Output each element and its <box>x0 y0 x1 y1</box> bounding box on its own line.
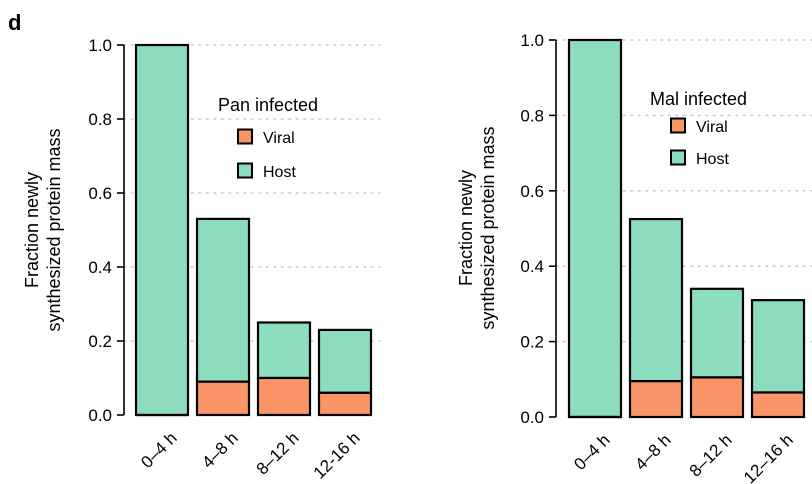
y-tick-label: 0.6 <box>88 184 112 203</box>
y-tick-label: 0.4 <box>88 258 112 277</box>
y-tick-label: 0.8 <box>88 110 112 129</box>
legend-swatch-viral <box>670 117 686 134</box>
legend-swatch-viral <box>237 128 253 145</box>
x-category-label: 4–8 h <box>198 428 242 472</box>
legend-title: Mal infected <box>650 89 747 109</box>
y-tick-label: 0.6 <box>520 182 544 201</box>
y-axis-label-line-2: synthesized protein mass <box>478 126 498 329</box>
y-tick-label: 1.0 <box>520 31 544 50</box>
y-tick-label: 0.0 <box>88 406 112 425</box>
x-category-label: 12–16 h <box>740 430 797 484</box>
y-tick-label: 0.4 <box>520 257 544 276</box>
bar-host <box>134 43 190 417</box>
bar-host <box>195 217 251 383</box>
legend-title: Pan infected <box>218 95 318 115</box>
legend-swatch-host <box>670 149 686 166</box>
legend-label-viral: Viral <box>263 130 295 147</box>
bar-host <box>256 321 312 380</box>
legend-label-host: Host <box>696 151 729 168</box>
bar-viral <box>195 380 251 417</box>
chart-pan-infected: 0.0 0.2 0.4 0.6 0.8 1.0 Fraction newly synthesi… <box>22 36 381 483</box>
y-axis-label-line-2: synthesized protein mass <box>44 128 64 331</box>
bar-viral <box>689 376 745 419</box>
legend-label-host: Host <box>263 164 296 181</box>
x-category-label: 8–12 h <box>253 428 303 478</box>
chart-mal-infected: 0.0 0.2 0.4 0.6 0.8 1.0 Fraction newly synthesi… <box>456 31 812 484</box>
y-axis-label-line-1: Fraction newly <box>456 170 476 286</box>
bar-host <box>689 287 745 379</box>
panel-letter: d <box>8 10 21 35</box>
x-category-label: 0–4 h <box>137 428 181 472</box>
bar-host <box>750 299 806 394</box>
y-tick-label: 0.2 <box>520 333 544 352</box>
legend-label-viral: Viral <box>696 119 728 136</box>
y-tick-label: 0.0 <box>520 408 544 427</box>
bar-viral <box>256 376 312 417</box>
legend-swatch-host <box>237 162 253 179</box>
y-tick-label: 1.0 <box>88 36 112 55</box>
bar-viral <box>317 391 373 417</box>
y-axis-label-line-1: Fraction newly <box>22 172 42 288</box>
bar-host <box>317 328 373 394</box>
x-category-label: 4–8 h <box>631 430 675 474</box>
bar-host <box>628 217 684 383</box>
bar-viral <box>628 380 684 419</box>
x-category-label: 8–12 h <box>686 430 736 480</box>
y-tick-label: 0.8 <box>520 106 544 125</box>
y-tick-label: 0.2 <box>88 332 112 351</box>
x-category-label: 0–4 h <box>570 430 614 474</box>
bar-host <box>567 38 623 419</box>
x-category-label: 12-16 h <box>310 428 364 482</box>
bar-viral <box>750 391 806 419</box>
